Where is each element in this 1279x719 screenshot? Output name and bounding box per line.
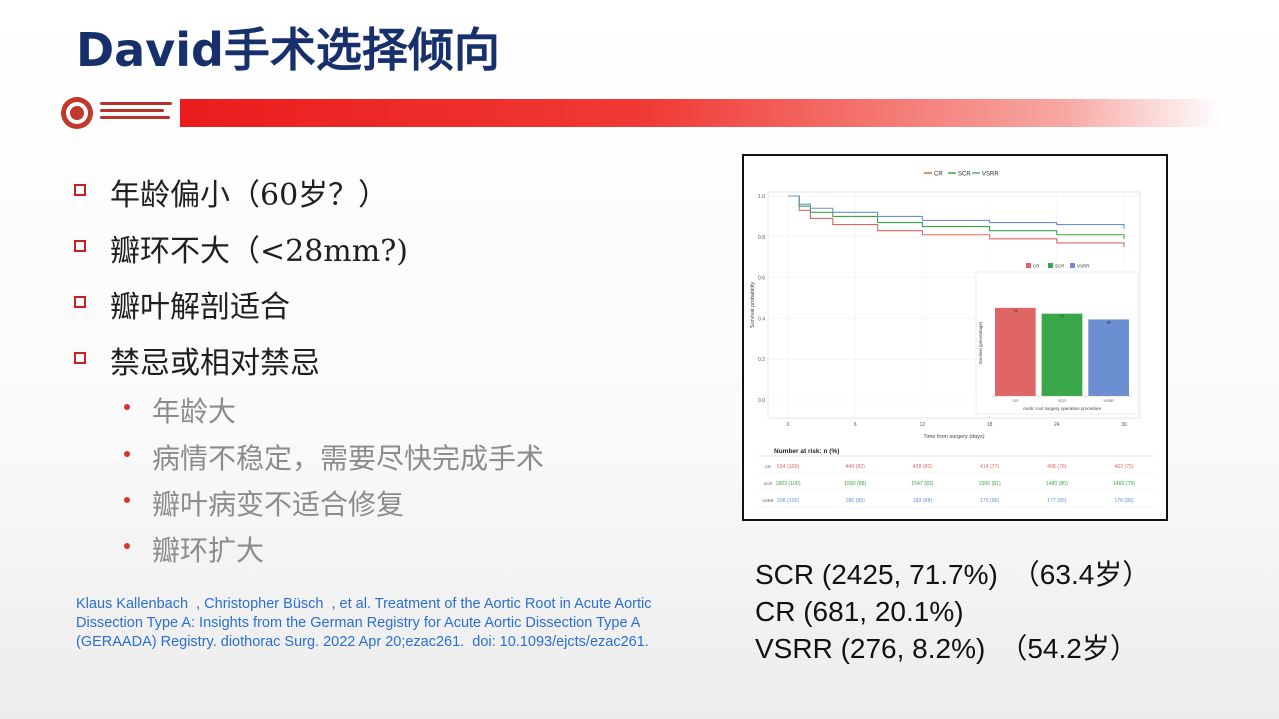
risk-cell: 402 (75) [1114,464,1134,470]
risk-cell: 1480 (80) [1046,481,1068,487]
y-tick-label: 0.0 [758,398,765,404]
bullet-text: 禁忌或相对禁忌 [110,346,320,381]
bar-category-label: CR [1013,399,1019,403]
square-bullet-icon [74,184,86,196]
risk-table-title: Number at risk: n (%) [774,448,839,455]
sub-bullet-text: 病情不稳定，需要尽快完成手术 [152,442,545,475]
y-axis-label: Survival probability [750,282,756,328]
risk-cell: 208 (100) [777,498,799,504]
survival-chart: CR SCR VSRR 0.0 0.2 0.4 0.6 0.8 1.0 0 6 12 18 24 30 Tim… [750,172,1154,508]
risk-cell: 408 (76) [1047,464,1067,470]
inset-legend-label: CR [1033,264,1040,269]
sub-bullet-text: 年龄大 [152,395,237,428]
square-bullet-icon [74,296,86,308]
y-tick-label: 1.0 [758,194,765,200]
risk-cell: 1500 (81) [978,481,1000,487]
risk-cell: 428 (80) [913,464,933,470]
inset-y-axis-label: Survival (percentage) [978,321,983,364]
stat-line-vsrr: VSRR (276, 8.2%) （54.2岁） [755,630,1150,667]
dot-bullet-icon [124,543,130,549]
bullet-text: 瓣环不大（<28mm?) [110,234,408,269]
risk-cell: 176 (85) [1114,498,1134,504]
x-axis-label: Time from surgery (days) [923,434,984,440]
bar-category-label: SCR [1058,399,1066,403]
dot-bullet-icon [124,497,130,503]
risk-row-label: SCR [764,481,773,486]
y-tick-label: 0.2 [758,357,765,363]
inset-legend-swatch [1070,263,1075,268]
stat-line-cr: CR (681, 20.1%) [755,593,1150,630]
bar-value-label: 66 [1107,320,1111,324]
header-accent-bar [180,99,1220,127]
legend-label: VSRR [982,172,999,178]
risk-cell: 183 (88) [913,498,933,504]
inset-x-axis-label: Aortic root surgery operation procedure [1023,406,1102,411]
stat-age: （63.4岁） [1011,559,1151,590]
citation-text: Klaus Kallenbach , Christopher Büsch , e… [76,596,652,650]
risk-cell: 179 (86) [980,498,1000,504]
inset-legend-swatch [1048,263,1053,268]
series-line [788,195,1125,239]
square-bullet-icon [74,240,86,252]
series-line [788,195,1125,229]
dot-bullet-icon [124,451,130,457]
stat-label: SCR (2425, 71.7%) [755,559,998,590]
page-title: David手术选择倾向 [76,23,500,77]
x-tick-label: 24 [1054,422,1060,428]
stat-age: （54.2岁） [999,633,1138,664]
risk-cell: 177 (85) [1047,498,1067,504]
x-tick-label: 0 [787,422,790,428]
survival-figure: CR SCR VSRR 0.0 0.2 0.4 0.6 0.8 1.0 0 6 12 18 24 30 Tim… [742,154,1168,521]
inset-legend-label: VSRR [1077,264,1090,269]
dot-bullet-icon [124,404,130,410]
risk-cell: 414 (77) [980,464,1000,470]
risk-cell: 1460 (79) [1113,481,1135,487]
series-line [788,195,1125,247]
risk-cell: 1803 (100) [775,481,800,487]
bar [1041,313,1083,396]
y-tick-label: 0.8 [758,235,765,241]
risk-cell: 186 (89) [846,498,866,504]
stat-line-scr: SCR (2425, 71.7%) （63.4岁） [755,556,1150,593]
stat-label: VSRR (276, 8.2%) [755,633,986,664]
risk-cell: 534 (100) [777,464,799,470]
hospital-name-mark [100,98,175,128]
risk-cell: 1547 (83) [911,481,933,487]
risk-cell: 440 (82) [846,464,866,470]
risk-row-label: CR [765,464,771,469]
x-tick-label: 30 [1121,422,1127,428]
sub-bullet-text: 瓣环扩大 [152,534,265,567]
square-bullet-icon [74,352,86,364]
bullet-text: 瓣叶解剖适合 [110,290,290,325]
y-tick-label: 0.4 [758,316,765,322]
y-tick-label: 0.6 [758,276,765,282]
bullet-text: 年龄偏小（60岁？） [110,178,389,213]
bar-value-label: 71 [1060,315,1064,319]
bar [995,307,1036,396]
legend-label: CR [934,172,943,178]
bar-value-label: 76 [1013,309,1017,313]
bar-category-label: VSRR [1103,399,1114,403]
risk-row-label: VSRR [762,498,773,503]
sub-bullet-text: 瓣叶病变不适合修复 [152,488,405,521]
legend-label: SCR [958,172,971,178]
stat-label: CR (681, 20.1%) [755,596,964,627]
x-tick-label: 6 [854,422,857,428]
cohort-stats: SCR (2425, 71.7%) （63.4岁） CR (681, 20.1%)… [755,556,1150,667]
x-tick-label: 12 [920,422,926,428]
x-tick-label: 18 [987,422,993,428]
risk-cell: 1590 (88) [844,481,866,487]
inset-legend-label: SCR [1055,264,1065,269]
bar [1088,319,1129,396]
hospital-logo [61,97,93,129]
inset-legend-swatch [1026,263,1031,268]
